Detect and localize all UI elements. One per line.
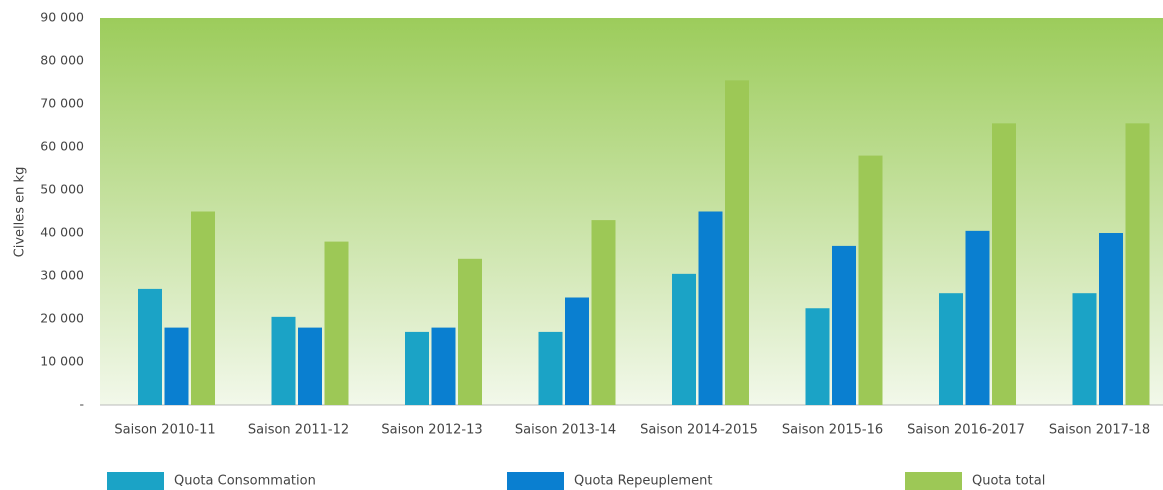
bar [939, 293, 963, 405]
bar [298, 327, 322, 405]
legend-label: Quota Repeuplement [574, 474, 712, 489]
bar [1099, 233, 1123, 405]
bar [698, 211, 723, 405]
bar [805, 308, 830, 405]
legend-swatch [507, 472, 564, 490]
y-tick-label: - [79, 397, 84, 412]
y-tick-label: 70 000 [40, 96, 84, 111]
y-tick-label: 30 000 [40, 268, 84, 283]
bar [405, 331, 429, 405]
x-tick-label: Saison 2013-14 [515, 423, 616, 438]
y-tick-label: 80 000 [40, 53, 84, 68]
bar [992, 123, 1016, 405]
bar [431, 327, 456, 405]
bar [271, 316, 296, 405]
x-tick-label: Saison 2012-13 [381, 423, 482, 438]
bar [672, 273, 696, 405]
bar [1072, 293, 1097, 405]
bar [324, 241, 349, 405]
y-tick-label: 40 000 [40, 225, 84, 240]
x-tick-label: Saison 2010-11 [114, 423, 215, 438]
y-tick-label: 60 000 [40, 139, 84, 154]
bar [1125, 123, 1150, 405]
bar [164, 327, 189, 405]
bar [538, 331, 563, 405]
y-tick-label: 90 000 [40, 10, 84, 25]
bar [191, 211, 215, 405]
x-tick-label: Saison 2014-2015 [640, 423, 758, 438]
bar [591, 220, 616, 405]
bar [858, 155, 883, 405]
y-tick-label: 20 000 [40, 311, 84, 326]
bar [565, 297, 589, 405]
bar [725, 80, 749, 405]
legend-swatch [107, 472, 164, 490]
bar [832, 245, 856, 405]
x-tick-label: Saison 2016-2017 [907, 423, 1025, 438]
y-tick-label: 10 000 [40, 354, 84, 369]
legend-label: Quota total [972, 474, 1045, 489]
legend-swatch [905, 472, 962, 490]
bar [138, 288, 162, 405]
y-tick-label: 50 000 [40, 182, 84, 197]
x-tick-label: Saison 2011-12 [248, 423, 349, 438]
bar [458, 258, 482, 405]
y-axis-label: Civelles en kg [13, 167, 28, 258]
x-tick-label: Saison 2017-18 [1049, 423, 1150, 438]
x-tick-label: Saison 2015-16 [782, 423, 883, 438]
legend-label: Quota Consommation [174, 474, 316, 489]
bar [965, 230, 990, 405]
